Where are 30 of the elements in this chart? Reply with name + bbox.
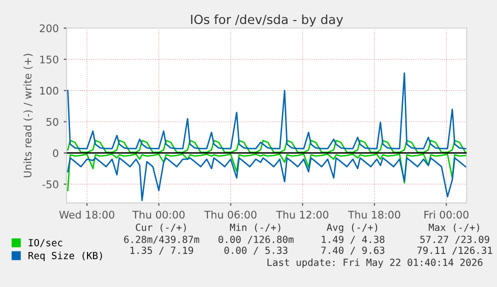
line-series — [67, 72, 466, 150]
y-axis-title: Units read (-) / write (+) — [23, 54, 33, 178]
y-tick-label: 150 — [40, 56, 58, 64]
y-tick-label: 100 — [40, 86, 58, 95]
text: Min (-/+) — [230, 223, 280, 232]
text: 0.00 / 5.33 — [224, 246, 288, 255]
y-tick-label: 0 — [53, 149, 58, 158]
text: 1.49 / 4.38 — [322, 236, 384, 244]
text: Max (-/+) — [428, 223, 480, 232]
text: 0.00 /126.80m — [218, 236, 294, 244]
legend-label: Req Size (KB) — [28, 252, 102, 262]
y-tick-label: 200 — [40, 24, 58, 32]
x-tick-label: Thu 06:00 — [204, 210, 256, 219]
text: 79.11 /126.31 — [417, 246, 492, 255]
x-tick-label: Thu 18:00 — [348, 210, 400, 219]
y-tick-label: -50 — [42, 180, 58, 188]
text: Last update: Fri May 22 01:40:14 2026 — [268, 258, 482, 268]
x-tick-label: Fri 00:00 — [424, 210, 468, 219]
text: 1.35 / 7.19 — [130, 246, 194, 255]
text: Cur (-/+) — [136, 223, 186, 232]
legend-label: IO/sec — [28, 238, 62, 248]
text: 6.28m/439.87m — [124, 236, 200, 244]
y-tick-label: 50 — [46, 118, 58, 126]
text: 7.40 / 9.63 — [321, 246, 384, 255]
text: Avg (-/+) — [326, 223, 378, 233]
text: 57.27 /23.09 — [420, 236, 490, 244]
chart-title: IOs for /dev/sda - by day — [191, 14, 344, 27]
x-tick-label: Thu 12:00 — [276, 210, 328, 219]
x-tick-label: Thu 00:00 — [132, 210, 185, 219]
x-tick-label: Wed 18:00 — [59, 210, 114, 219]
